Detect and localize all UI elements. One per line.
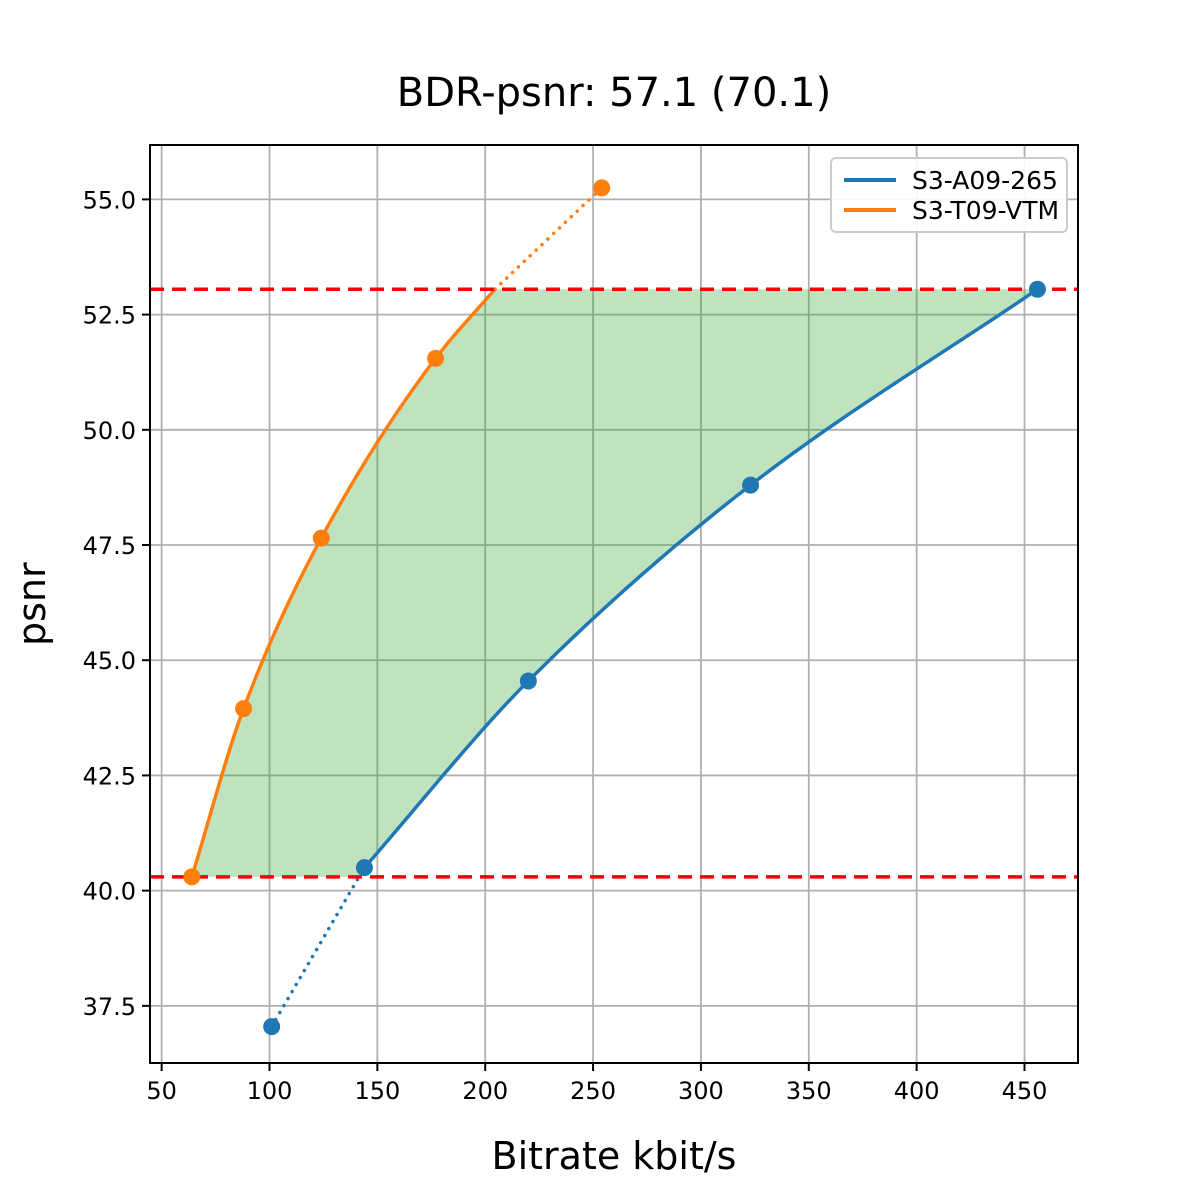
gridlines — [150, 145, 1078, 1063]
svg-text:50: 50 — [146, 1077, 177, 1105]
y-axis-label: psnr — [10, 562, 54, 646]
svg-text:400: 400 — [894, 1077, 940, 1105]
series-dotted-s3-t09-vtm — [493, 186, 604, 291]
axes-border — [149, 144, 1079, 1064]
svg-text:250: 250 — [570, 1077, 616, 1105]
svg-text:45.0: 45.0 — [83, 647, 136, 675]
svg-text:150: 150 — [354, 1077, 400, 1105]
svg-text:50.0: 50.0 — [83, 417, 136, 445]
data-point-markers-s3-t09-vtm — [183, 179, 611, 886]
svg-text:300: 300 — [678, 1077, 724, 1105]
svg-text:42.5: 42.5 — [83, 762, 136, 790]
legend-line-swatch-blue — [844, 178, 896, 182]
data-point-markers-s3-a09-265 — [263, 280, 1046, 1036]
svg-text:47.5: 47.5 — [83, 532, 136, 560]
legend: S3-A09-265 S3-T09-VTM — [830, 157, 1068, 233]
legend-entry-s3-a09-265: S3-A09-265 — [844, 166, 1066, 195]
y-tick-labels: 37.5 40.0 42.5 45.0 47.5 50.0 52.5 55.0 — [83, 186, 136, 1020]
tick-marks — [142, 198, 1026, 1071]
chart-title: BDR-psnr: 57.1 (70.1) — [396, 70, 832, 116]
series-line-s3-a09-265 — [362, 287, 1040, 870]
svg-text:450: 450 — [1002, 1077, 1048, 1105]
legend-line-swatch-orange — [844, 208, 896, 212]
series-dotted-s3-a09-265 — [269, 865, 367, 1029]
x-tick-labels: 50 100 150 200 250 300 350 400 450 — [146, 1077, 1047, 1105]
legend-label: S3-T09-VTM — [912, 195, 1060, 225]
svg-text:350: 350 — [786, 1077, 832, 1105]
x-axis-label: Bitrate kbit/s — [491, 1134, 737, 1178]
legend-entry-s3-t09-vtm: S3-T09-VTM — [844, 196, 1066, 225]
legend-label: S3-A09-265 — [912, 165, 1058, 195]
svg-text:37.5: 37.5 — [83, 993, 136, 1021]
svg-text:52.5: 52.5 — [83, 302, 136, 330]
psnr-threshold-lines — [150, 287, 1078, 879]
svg-text:100: 100 — [247, 1077, 293, 1105]
svg-text:40.0: 40.0 — [83, 878, 136, 906]
bd-shaded-region — [191, 289, 1038, 877]
svg-text:200: 200 — [462, 1077, 508, 1105]
svg-text:55.0: 55.0 — [83, 186, 136, 214]
